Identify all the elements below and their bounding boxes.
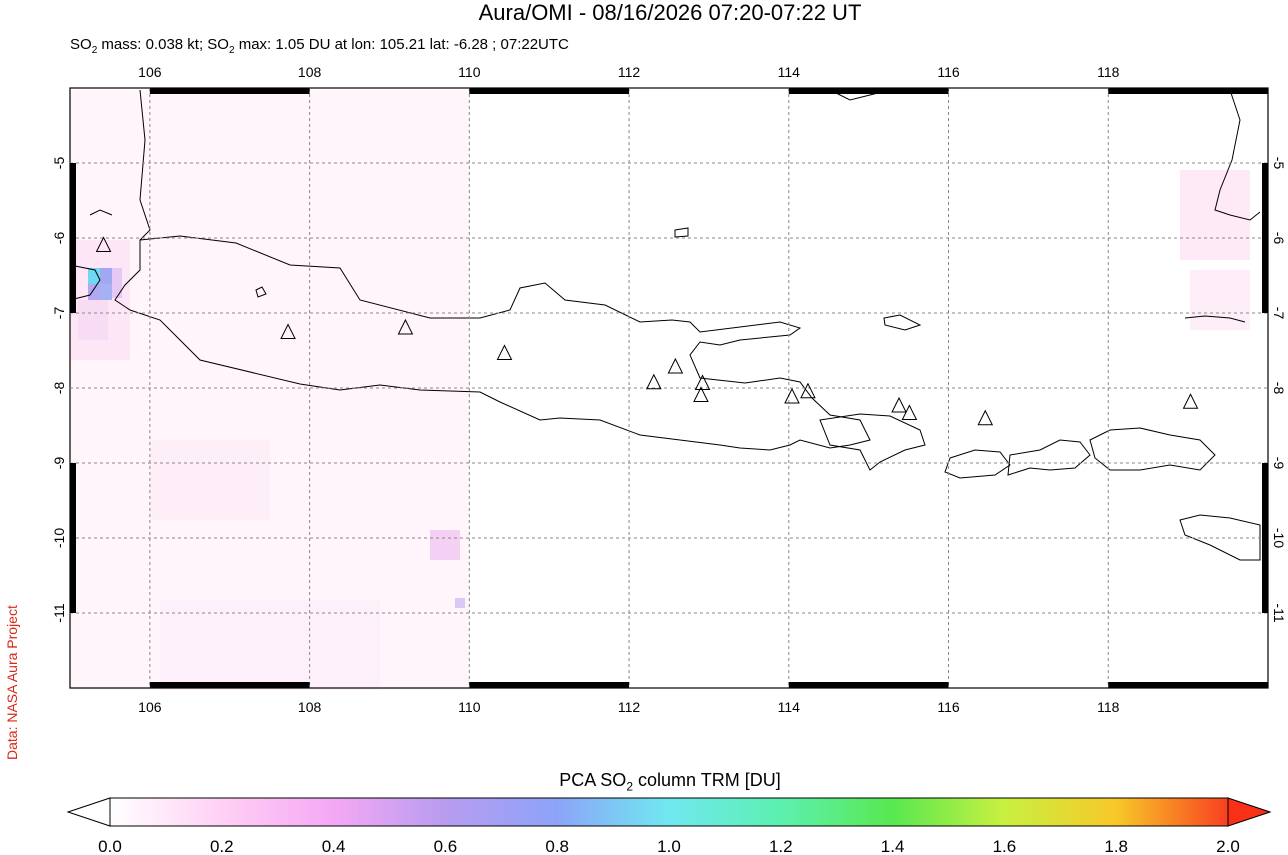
frame-bar-bottom xyxy=(1108,682,1268,688)
page-title: Aura/OMI - 08/16/2026 07:20-07:22 UT xyxy=(478,0,862,25)
frame-bar-top xyxy=(149,88,310,94)
colorbar-tick-label: 1.6 xyxy=(993,837,1017,855)
volcano-marker xyxy=(800,382,816,399)
lat-tick-label: -10 xyxy=(51,528,67,548)
lat-tick-label: -8 xyxy=(1271,382,1287,395)
volcano-marker xyxy=(397,318,414,335)
lat-tick-label: -10 xyxy=(1271,528,1287,548)
lon-tick-label: 112 xyxy=(618,699,641,715)
lat-tick-label: -5 xyxy=(1271,157,1287,170)
lat-tick-labels-right: -5 -6 -7 -8 -9 -10 -11 xyxy=(1271,157,1287,623)
frame-bar-left xyxy=(70,463,76,613)
lon-tick-label: 108 xyxy=(298,699,322,715)
lon-tick-labels-bottom: 106 108 110 112 114 116 118 xyxy=(138,699,1119,715)
lat-tick-label: -5 xyxy=(51,157,67,170)
colorbar-tick-label: 0.8 xyxy=(545,837,569,855)
lat-tick-labels-left: -5 -6 -7 -8 -9 -10 -11 xyxy=(51,157,67,623)
lon-tick-label: 114 xyxy=(778,64,801,80)
colorbar-tick-label: 0.0 xyxy=(98,837,122,855)
colorbar-tick-label: 1.4 xyxy=(881,837,905,855)
lat-tick-label: -6 xyxy=(1271,232,1287,245)
volcano-marker xyxy=(496,344,513,360)
volcano-marker xyxy=(977,409,994,426)
colorbar-tick-label: 1.0 xyxy=(657,837,681,855)
volcano-marker xyxy=(693,386,709,402)
lon-tick-label: 108 xyxy=(298,64,322,80)
frame-bar-right xyxy=(1262,463,1268,613)
volcano-marker xyxy=(891,396,907,413)
lat-tick-label: -7 xyxy=(1271,307,1287,320)
frame-bar-left xyxy=(70,163,76,313)
frame-bar-top xyxy=(788,88,949,94)
frame-bar-bottom xyxy=(469,682,630,688)
lon-tick-label: 106 xyxy=(138,699,162,715)
volcano-marker xyxy=(901,404,918,420)
so2-haze-layer xyxy=(70,90,1250,690)
frame-bar-bottom xyxy=(149,682,310,688)
lat-tick-label: -9 xyxy=(51,457,67,470)
colorbar-title: PCA SO2 column TRM [DU] xyxy=(559,770,781,794)
lon-tick-labels-top: 106 108 110 112 114 116 118 xyxy=(138,64,1119,80)
lat-tick-label: -8 xyxy=(51,382,67,395)
lat-tick-label: -6 xyxy=(51,232,67,245)
frame-bar-top xyxy=(469,88,630,94)
frame-bar-bottom xyxy=(788,682,949,688)
lat-tick-label: -11 xyxy=(51,603,67,622)
volcano-marker xyxy=(667,357,684,374)
colorbar-tick-label: 1.2 xyxy=(769,837,793,855)
volcano-marker xyxy=(1182,393,1199,409)
colorbar-tick-label: 0.6 xyxy=(434,837,458,855)
lat-tick-label: -7 xyxy=(51,307,67,320)
lon-tick-label: 106 xyxy=(138,64,162,80)
volcano-marker xyxy=(694,374,711,390)
colorbar-bar xyxy=(109,797,1229,827)
lon-tick-label: 114 xyxy=(778,699,801,715)
colorbar-low-arrow xyxy=(66,797,111,827)
lon-tick-label: 116 xyxy=(937,64,960,80)
frame-bar-top xyxy=(1108,88,1268,94)
colorbar-high-arrow xyxy=(1227,797,1272,827)
colorbar-tick-label: 2.0 xyxy=(1216,837,1240,855)
frame-bar-right xyxy=(1262,163,1268,313)
volcano-marker xyxy=(646,373,662,390)
lon-tick-label: 110 xyxy=(458,64,481,80)
volcano-marker xyxy=(95,236,112,252)
frame-checker-bars xyxy=(70,88,1268,688)
lon-tick-label: 116 xyxy=(937,699,960,715)
lon-tick-label: 118 xyxy=(1097,64,1120,80)
volcano-markers xyxy=(95,236,1199,426)
lat-tick-label: -9 xyxy=(1271,457,1287,470)
lon-tick-label: 118 xyxy=(1097,699,1120,715)
lat-tick-label: -11 xyxy=(1271,603,1287,622)
lon-tick-label: 110 xyxy=(458,699,481,715)
lon-tick-label: 112 xyxy=(618,64,641,80)
volcano-marker xyxy=(280,323,296,339)
colorbar-tick-label: 0.2 xyxy=(210,837,234,855)
colorbar-tick-labels: 0.0 0.2 0.4 0.6 0.8 1.0 1.2 1.4 1.6 1.8 2.0 xyxy=(98,837,1240,855)
colorbar-tick-label: 0.4 xyxy=(322,837,346,855)
volcano-marker xyxy=(784,387,800,404)
gridlines xyxy=(70,88,1268,688)
subtitle: SO2 mass: 0.038 kt; SO2 max: 1.05 DU at … xyxy=(70,36,569,56)
colorbar-tick-label: 1.8 xyxy=(1104,837,1128,855)
colorbar: 0.0 0.2 0.4 0.6 0.8 1.0 1.2 1.4 1.6 1.8 2.0 xyxy=(66,797,1272,855)
